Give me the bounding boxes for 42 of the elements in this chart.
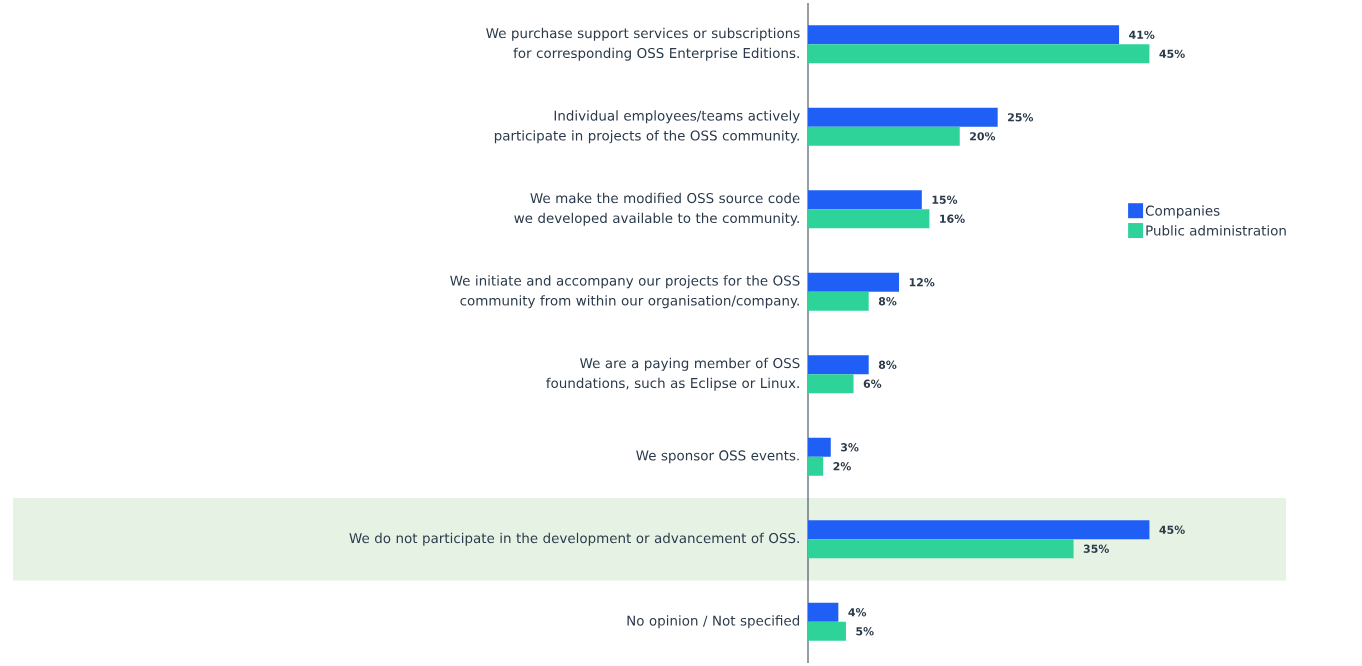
bar <box>808 520 1150 540</box>
bar <box>808 374 854 394</box>
bar <box>808 456 824 476</box>
data-label: 2% <box>833 462 851 471</box>
data-label: 45% <box>1159 525 1185 534</box>
bar <box>808 602 839 622</box>
bar <box>808 190 922 210</box>
data-label: 35% <box>1083 544 1109 553</box>
data-label: 3% <box>841 443 859 452</box>
data-label: 8% <box>878 297 897 306</box>
bar <box>808 25 1120 45</box>
data-label: 5% <box>856 627 874 636</box>
data-label: 4% <box>848 608 867 617</box>
bar <box>808 291 869 311</box>
y-tick-label: We make the modified OSS source code we developed available to the community. <box>514 192 800 226</box>
legend-label: Public administration <box>1146 225 1286 236</box>
data-label: 16% <box>940 214 965 223</box>
bar <box>808 107 998 127</box>
bar <box>808 437 831 457</box>
y-tick-label: Individual employees/teams actively participate in projects of the OSS community. <box>494 110 800 144</box>
y-tick-label: We do not participate in the development or advancement of OSS. <box>349 532 799 546</box>
data-label: 41% <box>1129 30 1155 39</box>
bar <box>808 44 1150 64</box>
data-label: 15% <box>932 195 958 204</box>
bar <box>808 539 1074 559</box>
bar <box>808 355 869 375</box>
bar <box>808 209 930 229</box>
data-label: 25% <box>1008 113 1034 122</box>
y-tick-label: No opinion / Not specified <box>627 615 800 629</box>
legend-label: Companies <box>1145 205 1220 219</box>
bar <box>808 621 846 641</box>
data-label: 12% <box>909 278 935 287</box>
bar <box>808 272 900 292</box>
bar <box>808 126 960 146</box>
data-label: 45% <box>1159 49 1185 58</box>
y-tick-label: We sponsor OSS events. <box>636 450 799 464</box>
data-label: 8% <box>878 360 897 369</box>
y-tick-label: We are a paying member of OSS foundations, such as Eclipse or Linux. <box>546 357 800 391</box>
y-tick-label: We purchase support services or subscriptions for corresponding OSS Enterprise Editions. <box>486 27 800 61</box>
data-label: 6% <box>863 379 882 388</box>
y-tick-label: We initiate and accompany our projects for the OSS community from within our organisation/company. <box>450 275 800 309</box>
data-label: 20% <box>970 132 996 141</box>
